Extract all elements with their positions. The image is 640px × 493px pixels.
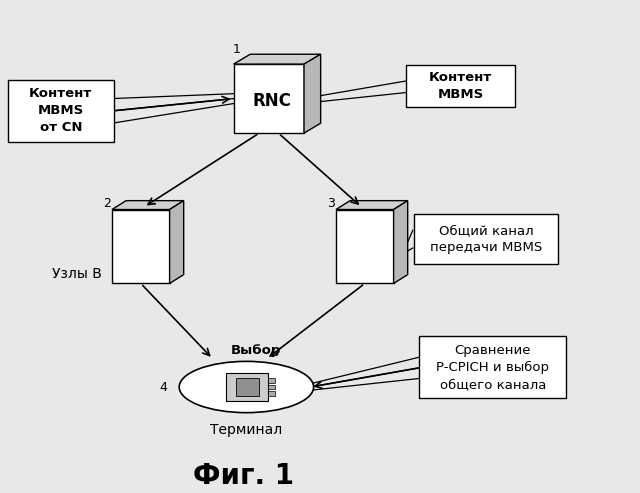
Text: 2: 2 (103, 197, 111, 210)
Polygon shape (336, 201, 408, 210)
Text: Общий канал
передачи MBMS: Общий канал передачи MBMS (430, 224, 543, 254)
Text: Фиг. 1: Фиг. 1 (193, 462, 294, 490)
Text: RNC: RNC (253, 92, 291, 110)
Text: Выбор: Выбор (231, 344, 281, 357)
Text: Узлы В: Узлы В (52, 267, 102, 281)
Polygon shape (269, 391, 275, 396)
Polygon shape (226, 373, 269, 401)
Polygon shape (394, 201, 408, 283)
Text: 4: 4 (159, 381, 167, 393)
FancyBboxPatch shape (415, 214, 558, 264)
FancyBboxPatch shape (406, 66, 515, 107)
Text: 1: 1 (233, 43, 241, 56)
Text: Терминал: Терминал (211, 423, 282, 437)
Polygon shape (269, 378, 275, 383)
Polygon shape (269, 385, 275, 389)
Polygon shape (234, 64, 304, 133)
Text: Контент
MBMS
от CN: Контент MBMS от CN (29, 87, 92, 135)
FancyBboxPatch shape (8, 80, 114, 142)
Polygon shape (234, 54, 321, 64)
FancyBboxPatch shape (419, 336, 566, 398)
Ellipse shape (179, 361, 314, 413)
Polygon shape (112, 201, 184, 210)
Polygon shape (336, 210, 394, 283)
Polygon shape (112, 210, 170, 283)
Polygon shape (304, 54, 321, 133)
Text: Контент
MBMS: Контент MBMS (429, 71, 492, 101)
Text: 3: 3 (327, 197, 335, 210)
Polygon shape (236, 378, 259, 396)
Polygon shape (170, 201, 184, 283)
Text: Сравнение
P-CPICH и выбор
общего канала: Сравнение P-CPICH и выбор общего канала (436, 344, 549, 391)
